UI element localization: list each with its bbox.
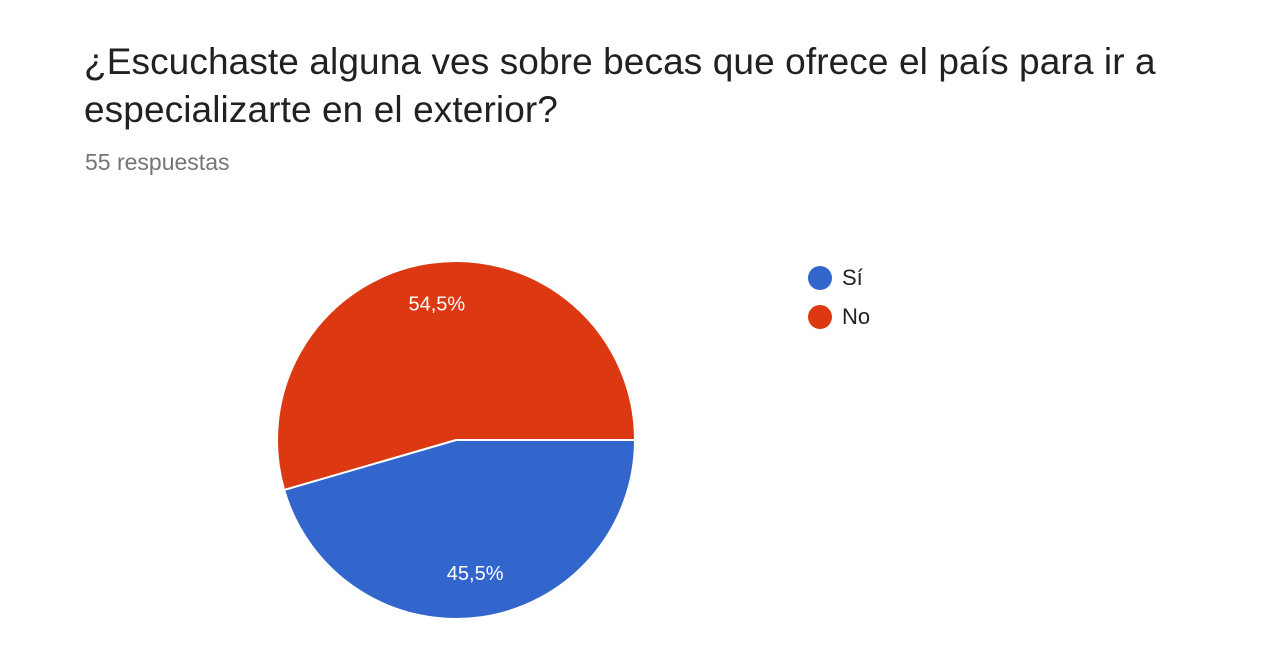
legend-item-si[interactable]: Sí xyxy=(808,258,870,297)
legend-label-no: No xyxy=(842,303,871,329)
pie-slice-no[interactable] xyxy=(276,260,637,492)
question-title: ¿Escuchaste alguna ves sobre becas que o… xyxy=(84,41,1156,130)
pie-slice-labels: 45,5% 54,5% xyxy=(408,294,503,585)
legend-swatch-no xyxy=(808,304,832,329)
pie-slice-si[interactable] xyxy=(282,439,637,620)
response-count: 55 respuestas xyxy=(85,149,230,175)
slice-value-label-no: 54,5% xyxy=(408,294,465,316)
legend-item-no[interactable]: No xyxy=(808,297,870,336)
pie-slices xyxy=(276,260,637,620)
chart-legend: Sí No xyxy=(808,258,870,336)
legend-label-si: Sí xyxy=(842,264,863,290)
legend-swatch-si xyxy=(808,265,832,290)
slice-value-label-si: 45,5% xyxy=(447,563,504,585)
